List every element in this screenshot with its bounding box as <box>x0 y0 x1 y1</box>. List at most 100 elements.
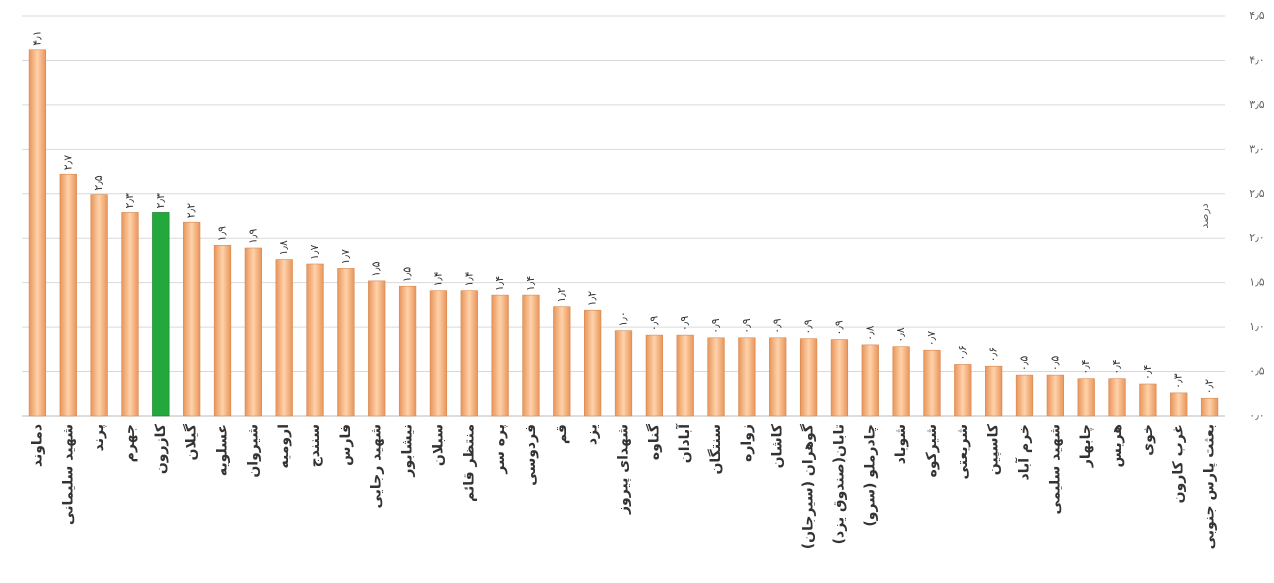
value-label: ۰٫۳ <box>1172 373 1185 388</box>
y-tick-label: ۰٫۰ <box>1249 409 1264 422</box>
value-label: ۱٫۷ <box>308 245 321 260</box>
y-tick-label: ۱٫۰ <box>1249 320 1264 333</box>
value-label: ۱٫۷ <box>339 249 352 264</box>
x-tick-label: جهرم <box>122 424 138 462</box>
x-tick-label: خرم آباد <box>1015 424 1033 480</box>
x-tick-label: شهدای پیروز <box>616 424 632 515</box>
value-label: ۲٫۵ <box>92 175 105 190</box>
bar <box>861 344 879 417</box>
x-tick-label: خوی <box>1140 424 1156 456</box>
x-tick-label: چابهار <box>1078 424 1094 468</box>
x-tick-label: سنندج <box>307 424 323 467</box>
value-label: ۱٫۴ <box>462 271 475 286</box>
bar <box>923 349 941 417</box>
bar <box>90 194 108 417</box>
value-label: ۱٫۵ <box>370 261 383 276</box>
value-label: ۲٫۳ <box>123 193 136 208</box>
x-tick-label: آبادان <box>675 423 693 463</box>
value-label: ۱٫۰ <box>617 311 630 326</box>
value-label: ۲٫۲ <box>185 203 198 218</box>
value-label: ۱٫۴ <box>524 276 537 291</box>
x-tick-label: گوهران (سیرجان) <box>800 423 817 549</box>
x-tick-label: غرب کارون <box>1171 424 1187 503</box>
x-tick-label: چادرملو (سرو) <box>862 424 878 527</box>
x-tick-label: فردوسی <box>523 424 539 486</box>
bar <box>892 346 910 417</box>
bar <box>645 334 663 417</box>
value-label: ۰٫۷ <box>925 331 938 346</box>
y-tick-label: ۱٫۵ <box>1249 276 1264 289</box>
y-axis-title: درصد <box>1198 203 1211 228</box>
x-tick-label: یزد <box>585 424 601 445</box>
value-label: ۰٫۹ <box>771 318 784 333</box>
x-tick-label: زواره <box>739 424 755 462</box>
value-label: ۲٫۷ <box>61 155 74 170</box>
x-tick-label: قم <box>554 424 570 444</box>
bar <box>244 247 262 417</box>
bar <box>152 212 170 417</box>
value-label: ۴٫۱ <box>30 30 43 45</box>
bar <box>1170 392 1188 417</box>
value-label: ۱٫۹ <box>246 229 259 244</box>
bar <box>522 294 540 417</box>
x-tick-label: منتظر قائم <box>461 424 477 502</box>
bar <box>1139 383 1157 417</box>
bar <box>398 285 417 417</box>
x-tick-label: عسلویه <box>215 424 231 476</box>
bar <box>707 337 725 417</box>
value-label: ۱٫۸ <box>277 240 290 255</box>
bar <box>830 339 849 417</box>
y-tick-label: ۲٫۰ <box>1249 231 1264 244</box>
value-label: ۱٫۵ <box>401 267 414 282</box>
value-label: ۱٫۹ <box>216 226 229 241</box>
value-label: ۰٫۲ <box>1203 379 1216 394</box>
bar <box>368 280 386 417</box>
x-tick-label: شوباد <box>893 424 909 464</box>
bar <box>676 334 694 417</box>
bar <box>1046 374 1064 417</box>
bar <box>429 290 448 417</box>
value-label: ۰٫۴ <box>1110 359 1123 374</box>
x-tick-label: شیروان <box>245 424 261 478</box>
x-tick-label: تابان(صندوق یزد) <box>831 424 847 544</box>
bar <box>738 337 756 417</box>
value-label: ۱٫۲ <box>555 287 568 302</box>
bar <box>1015 374 1034 417</box>
x-tick-label: نیشابور <box>400 424 416 478</box>
x-tick-label: کاسپین <box>986 423 1002 475</box>
bar <box>460 290 478 417</box>
value-label: ۰٫۶ <box>987 347 1000 362</box>
bar <box>28 49 47 417</box>
value-label: ۰٫۹ <box>709 318 722 333</box>
bar <box>769 337 787 417</box>
x-tick-label: شیرکوه <box>924 424 940 477</box>
x-tick-label: شریعتی <box>955 424 971 480</box>
bar <box>306 263 324 417</box>
bar <box>584 309 602 417</box>
value-label: ۰٫۴ <box>1141 365 1154 380</box>
value-label: ۲٫۳ <box>154 193 167 208</box>
x-tick-label: بعثت پارس جنوبی <box>1202 424 1218 549</box>
bar <box>121 212 139 417</box>
bar <box>1108 378 1126 417</box>
value-label: ۱٫۴ <box>431 271 444 286</box>
bar <box>1200 397 1219 417</box>
y-tick-label: ۲٫۵ <box>1249 187 1264 200</box>
value-label: ۱٫۲ <box>586 291 599 306</box>
value-label: ۰٫۵ <box>1018 356 1031 371</box>
x-tick-label: شهید رجایی <box>369 424 385 509</box>
value-label: ۰٫۹ <box>647 316 660 331</box>
x-tick-label: هریس <box>1109 424 1125 467</box>
x-tick-label: سنتگان <box>707 424 724 475</box>
value-label: ۰٫۹ <box>832 320 845 335</box>
x-tick-label: پرند <box>91 424 107 451</box>
bar <box>954 364 972 417</box>
x-tick-label: شهید سلیمانی <box>60 424 76 525</box>
value-label: ۰٫۹ <box>678 316 691 331</box>
bar <box>985 365 1003 417</box>
x-tick-label: کازرون <box>153 423 169 474</box>
x-tick-label: شهید سلیمی <box>1047 424 1063 514</box>
bar <box>553 306 571 417</box>
bar <box>59 173 77 417</box>
